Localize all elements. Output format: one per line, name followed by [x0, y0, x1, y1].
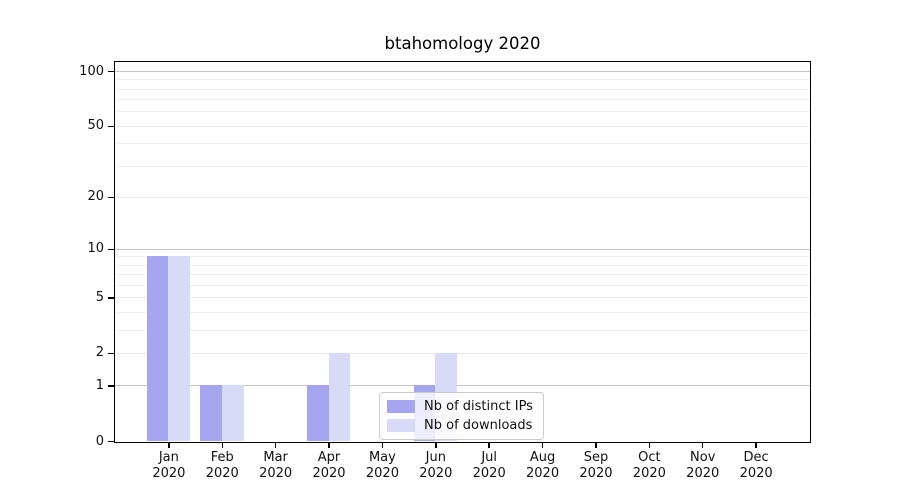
gridline-minor	[115, 256, 810, 258]
gridline-minor	[115, 79, 810, 81]
x-tick-label-sep: Sep 2020	[579, 450, 613, 481]
x-tick-mark	[595, 443, 597, 448]
gridline-minor	[115, 143, 810, 145]
y-tick-label: 0	[95, 433, 104, 449]
bar-feb-s0	[199, 385, 222, 441]
x-tick-mark	[541, 443, 544, 448]
gridline-major	[115, 248, 810, 250]
y-tick-label: 5	[95, 289, 104, 305]
legend-swatch-downloads	[387, 419, 415, 432]
gridline-minor	[115, 284, 810, 286]
plot-area: Nb of distinct IPs Nb of downloads	[114, 61, 811, 443]
bar-apr-s0	[306, 385, 329, 441]
bar-jan-s0	[146, 256, 169, 441]
gridline-minor	[115, 329, 810, 331]
legend-item-distinct-ips: Nb of distinct IPs	[387, 399, 533, 414]
y-tick-label: 2	[95, 345, 104, 361]
y-tick-label: 100	[79, 63, 104, 79]
y-tick-label: 20	[87, 189, 104, 205]
x-tick-label-apr: Apr 2020	[312, 450, 346, 481]
gridline-minor	[115, 111, 810, 113]
x-tick-label-nov: Nov 2020	[686, 450, 720, 481]
y-tick-mark	[108, 125, 114, 128]
x-tick-label-jul: Jul 2020	[472, 450, 506, 481]
x-tick-mark	[221, 443, 224, 448]
x-tick-mark	[274, 443, 277, 448]
chart-title: btahomology 2020	[384, 34, 541, 53]
gridline-minor	[115, 99, 810, 101]
x-tick-label-aug: Aug 2020	[526, 450, 560, 481]
x-tick-label-may: May 2020	[365, 450, 399, 481]
bar-jan-s1	[168, 256, 191, 441]
legend-swatch-distinct-ips	[387, 400, 415, 413]
gridline-minor	[115, 264, 810, 266]
x-tick-mark	[701, 443, 704, 448]
x-tick-mark	[648, 443, 651, 448]
y-tick-mark	[108, 297, 114, 299]
bar-feb-s1	[221, 385, 244, 441]
bar-apr-s1	[328, 352, 351, 441]
y-tick-label: 50	[87, 118, 104, 134]
gridline-major	[115, 385, 810, 387]
x-tick-mark	[168, 443, 170, 448]
gridline-minor-labeled	[115, 196, 810, 198]
y-tick-mark	[108, 70, 114, 73]
legend: Nb of distinct IPs Nb of downloads	[379, 392, 544, 440]
gridline-minor-labeled	[115, 297, 810, 299]
gridline-minor	[115, 274, 810, 276]
x-tick-label-dec: Dec 2020	[739, 450, 773, 481]
x-tick-label-jun: Jun 2020	[419, 450, 453, 481]
x-tick-label-jan: Jan 2020	[152, 450, 186, 481]
x-tick-mark	[488, 443, 490, 448]
y-tick-label: 1	[95, 377, 104, 393]
gridline-minor-labeled	[115, 352, 810, 354]
y-tick-mark	[108, 352, 114, 355]
y-tick-mark	[108, 385, 114, 387]
y-tick-mark	[108, 248, 114, 250]
legend-label-distinct-ips: Nb of distinct IPs	[424, 399, 533, 414]
x-tick-label-feb: Feb 2020	[205, 450, 239, 481]
legend-label-downloads: Nb of downloads	[424, 418, 533, 433]
y-tick-mark	[108, 440, 114, 443]
x-tick-label-mar: Mar 2020	[259, 450, 293, 481]
y-tick-label: 10	[87, 241, 104, 257]
gridline-minor-labeled	[115, 125, 810, 127]
x-tick-label-oct: Oct 2020	[632, 450, 666, 481]
gridline-minor	[115, 165, 810, 167]
x-tick-mark	[381, 443, 384, 448]
x-tick-mark	[435, 443, 437, 448]
gridline-minor	[115, 88, 810, 90]
y-tick-mark	[108, 196, 114, 199]
legend-item-downloads: Nb of downloads	[387, 418, 533, 433]
x-tick-mark	[328, 443, 330, 448]
x-tick-mark	[755, 443, 757, 448]
gridline-minor	[115, 311, 810, 313]
gridline-major	[115, 71, 810, 72]
